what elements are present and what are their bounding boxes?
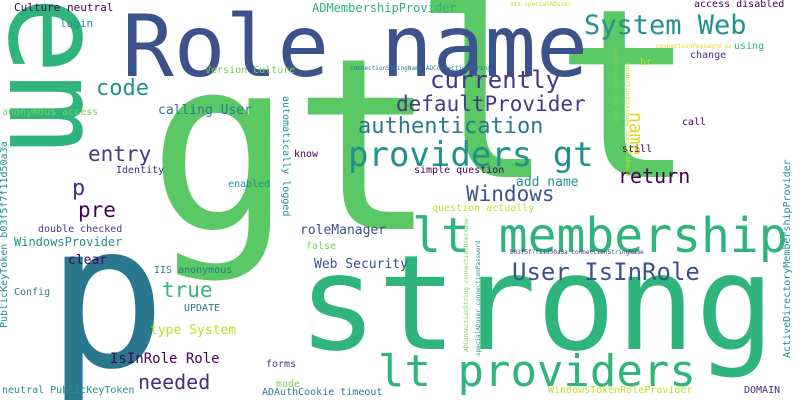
word-system-web: System Web [584, 10, 747, 41]
word-return: return [618, 164, 691, 188]
word-clear: clear [68, 253, 108, 268]
word-entry: entry [88, 142, 152, 166]
word-lt: lt [412, 0, 697, 233]
word-adconnectionstring-username: ADConnectionString connectionUsername [463, 218, 470, 352]
word-know: know [294, 149, 319, 160]
word-user-isinrole: User IsInRole [512, 258, 700, 286]
word-currently: currently [430, 66, 561, 94]
word-needed: needed [138, 370, 211, 394]
word-p-small: p [72, 176, 86, 201]
word-access-disabled: access disabled [694, 0, 785, 10]
word-xxx-specialaduser: XXX specialADuser [510, 1, 572, 8]
word-type-system: type System [150, 323, 237, 338]
word-defaultprovider: defaultProvider [396, 92, 586, 116]
word-login: login [60, 17, 94, 30]
word-specialaduser-password: specialADuser connectionPassword [475, 240, 482, 356]
word-br: br [640, 57, 653, 68]
word-code: code [96, 76, 149, 101]
word-providers-gt: providers gt [348, 135, 594, 175]
word-rolemanager: roleManager [300, 223, 387, 238]
word-windows: Windows [466, 182, 555, 206]
word-forms: forms [266, 359, 297, 370]
word-admembershipprovider: ADMembershipProvider [312, 1, 457, 15]
word-role-name: Role name [122, 0, 588, 97]
word-enabled: enabled [228, 179, 271, 190]
word-connectionpassword-xx: connectionPassword xx [656, 43, 732, 50]
word-adauthcookie-timeout: ADAuthCookie timeout [262, 387, 383, 398]
word-using: using [734, 41, 765, 52]
word-call: call [682, 117, 707, 128]
word-culture-neutral: Culture neutral [14, 1, 114, 14]
word-pre: pre [78, 198, 116, 222]
word-connectionstringname-adconnectionstring: connectionStringName ADConnectionString [350, 65, 491, 72]
word-p-big: p [46, 181, 167, 400]
word-anonymous-access: anonymous access [2, 107, 99, 118]
word-authentication: authentication [358, 114, 544, 139]
word-mode: mode [276, 379, 301, 390]
word-calling-user: calling User [158, 103, 252, 118]
word-web-security: Web Security [314, 257, 408, 272]
word-windowstokenroleprovider: WindowsTokenRoleProvider [548, 385, 693, 396]
word-domain: DOMAIN [744, 385, 781, 396]
word-double-checked: double checked [38, 224, 123, 235]
word-connectionstring-ldap: connectionString LDAP [612, 48, 619, 124]
word-strong: strong [298, 227, 775, 381]
word-activedirectorymembershipprovider: ActiveDirectoryMembershipProvider [782, 159, 793, 358]
word-simple-question: simple question [414, 165, 505, 176]
word-publickeytoken-b03f: PublicKeyToken b03f5f7f11d50a3a [0, 141, 10, 328]
word-neutral-publickeytoken: neutral PublicKeyToken [2, 385, 135, 396]
word-windowsprovider: WindowsProvider [14, 235, 123, 249]
word-lt-membership: lt membership [412, 208, 788, 264]
word-version-culture: Version Culture [205, 65, 296, 76]
word-still: still [622, 144, 653, 155]
word-b03f-token: b03f5f7f11d50a3a connectionStringName [510, 249, 644, 256]
word-update: UPDATE [184, 303, 221, 314]
word-lt-providers: lt providers [378, 346, 696, 397]
word-connectionusername-specialaduser: connectionUsername specialADuser [624, 62, 631, 178]
word-add-name: add name [516, 175, 579, 190]
word-isinrole-role: IsInRole Role [110, 351, 220, 367]
word-automatically-logged: automatically logged [280, 96, 291, 217]
word-true: true [162, 278, 213, 302]
word-gt: gt [148, 6, 437, 286]
word-iis-anonymous: IIS anonymous [154, 265, 233, 276]
word-config: Config [14, 287, 51, 298]
word-question-actually: question actually [432, 203, 535, 214]
word-change: change [690, 50, 727, 61]
word-identity: Identity [116, 165, 165, 176]
word-false: false [306, 241, 337, 252]
